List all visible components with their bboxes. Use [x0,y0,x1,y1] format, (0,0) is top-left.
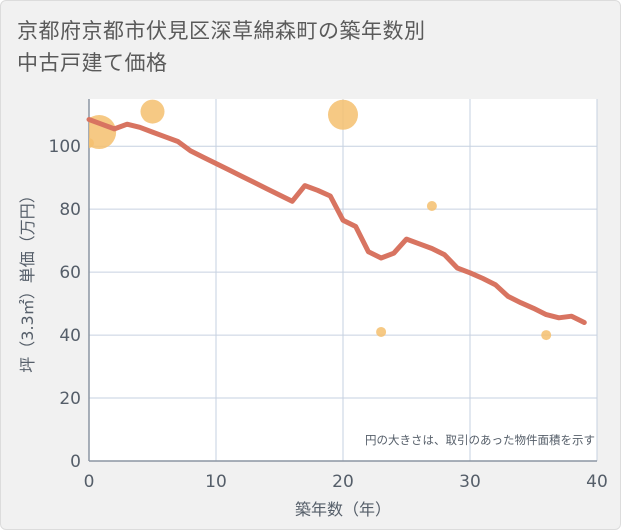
bubble-point [376,326,387,337]
y-axis-title: 坪（3.3㎡）単価（万円） [18,187,37,372]
y-tick-label: 40 [59,326,81,346]
bubble-size-note: 円の大きさは、取引のあった物件面積を示す [365,433,595,447]
y-tick-label: 80 [59,200,81,220]
bubble-point [426,201,437,212]
y-tick-label: 0 [70,452,81,472]
x-tick-label: 20 [332,472,354,492]
bubble-point [541,330,552,341]
price-line [86,117,587,325]
y-tick-label: 60 [59,263,81,283]
chart-title: 京都府京都市伏見区深草綿森町の築年数別中古戸建て価格 [17,19,426,75]
bubble-point [140,99,165,124]
x-axis-title: 築年数（年） [295,500,391,519]
y-tick-label: 100 [49,137,81,157]
x-tick-label: 10 [205,472,227,492]
y-tick-label: 20 [59,389,81,409]
bubble-point [328,99,358,130]
x-tick-label: 0 [84,472,95,492]
bubble-group [89,99,552,341]
x-tick-label: 30 [459,472,481,492]
x-tick-label: 40 [586,472,608,492]
